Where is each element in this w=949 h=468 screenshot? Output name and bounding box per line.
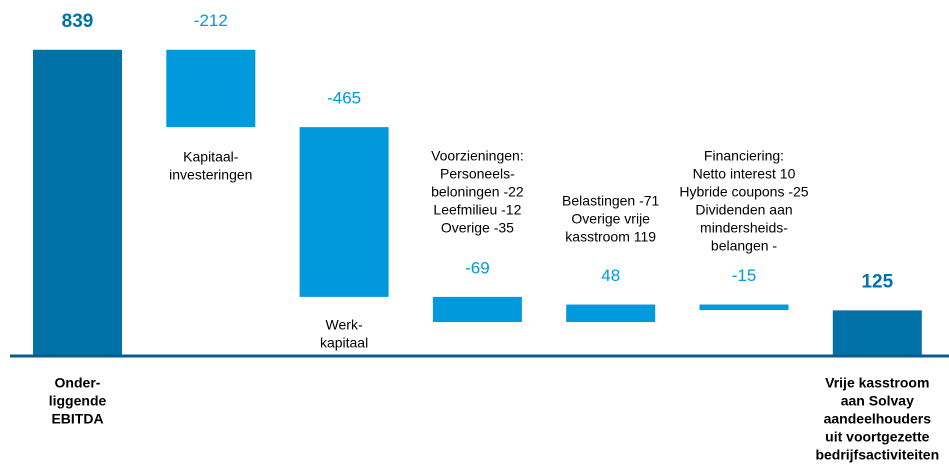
category-label: Personeels- bbox=[440, 166, 515, 182]
value-label: 839 bbox=[62, 11, 94, 32]
category-label: Financiering: bbox=[704, 148, 784, 164]
bar bbox=[299, 127, 389, 297]
category-label: kasstroom 119 bbox=[565, 229, 656, 245]
value-label: -465 bbox=[327, 89, 361, 108]
bar bbox=[33, 49, 122, 356]
value-label: -15 bbox=[732, 266, 757, 285]
category-label: Kapitaal- bbox=[183, 149, 239, 165]
bar bbox=[566, 304, 656, 323]
category-label: EBITDA bbox=[51, 411, 103, 427]
value-label: 48 bbox=[601, 266, 620, 285]
category-label: beloningen -22 bbox=[431, 184, 524, 200]
bar bbox=[432, 296, 522, 323]
category-label: Belastingen -71 bbox=[562, 193, 660, 209]
category-label: investeringen bbox=[169, 167, 252, 183]
value-label: -69 bbox=[465, 258, 490, 277]
category-label: kapitaal bbox=[320, 335, 368, 351]
bar bbox=[832, 310, 922, 356]
category-label: liggende bbox=[49, 393, 107, 409]
category-label: Leefmilieu -12 bbox=[433, 202, 521, 218]
category-label: Vrije kasstroom bbox=[825, 375, 929, 391]
category-label: Onder- bbox=[55, 375, 101, 391]
category-label: belangen - bbox=[711, 238, 778, 254]
category-label: mindersheids- bbox=[700, 220, 788, 236]
bar bbox=[699, 304, 789, 311]
bar bbox=[166, 49, 256, 128]
value-label: -212 bbox=[194, 11, 228, 30]
value-label: 125 bbox=[861, 271, 893, 292]
category-label: aan Solvay bbox=[841, 393, 914, 409]
category-label: aandeelhouders bbox=[824, 411, 932, 427]
category-label: Dividenden aan bbox=[695, 202, 792, 218]
category-label: Overige vrije bbox=[571, 211, 650, 227]
category-label: Overige -35 bbox=[441, 220, 514, 236]
category-label: uit voortgezette bbox=[825, 429, 929, 445]
category-label: bedrijfsactiviteiten bbox=[815, 447, 939, 463]
category-label: Voorzieningen: bbox=[431, 148, 524, 164]
category-label: Hybride coupons -25 bbox=[679, 184, 808, 200]
category-label: Werk- bbox=[326, 317, 363, 333]
category-label: Netto interest 10 bbox=[693, 166, 796, 182]
